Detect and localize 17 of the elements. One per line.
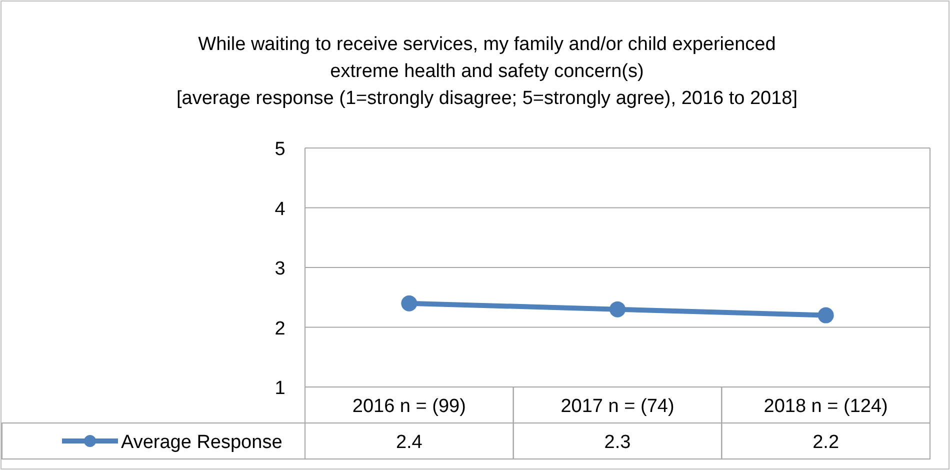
x-tick-label: 2017 n = (74) <box>560 396 674 417</box>
point <box>818 307 834 324</box>
x-tick-label: 2018 n = (124) <box>764 396 888 417</box>
x-tick-label: 2016 n = (99) <box>352 396 466 417</box>
point <box>401 295 418 312</box>
y-tick-label: 2 <box>274 318 286 340</box>
legend-label: Average Response <box>121 432 282 453</box>
chart-title: While waiting to receive services, my family and/or child experienced extreme health and safety concern(s) <box>198 34 776 82</box>
point <box>610 301 626 318</box>
y-tick-label: 3 <box>274 258 286 280</box>
chart-subtitle: [average response (1=strongly disagree; 5=strongly agree), 2016 to 2018] <box>176 88 798 109</box>
y-tick-label: 4 <box>274 198 286 220</box>
data-label: 2.2 <box>812 432 840 453</box>
y-tick-label: 1 <box>274 378 286 399</box>
y-tick-label: 5 <box>274 139 286 160</box>
data-label: 2.3 <box>604 432 631 453</box>
data-label: 2.4 <box>396 432 423 453</box>
